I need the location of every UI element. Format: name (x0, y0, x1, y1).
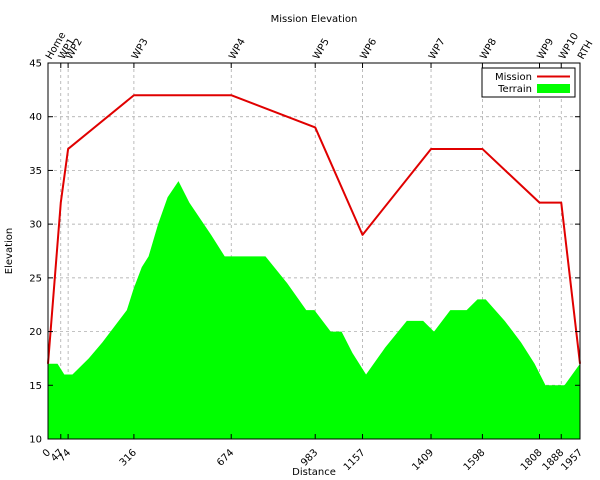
terrain-area-layer (48, 181, 580, 439)
y-tick-label: 25 (29, 273, 42, 284)
x-tick-label: 316 (118, 447, 139, 468)
x-tick-label: 1157 (342, 447, 368, 473)
y-tick-label: 30 (29, 220, 42, 231)
waypoint-label: WP8 (478, 37, 499, 62)
waypoint-label: WP7 (427, 37, 448, 62)
waypoint-label: WP4 (227, 37, 248, 62)
mission-line (47, 94, 581, 364)
legend: Mission Terrain (481, 67, 576, 98)
x-tick-label: 1957 (559, 447, 585, 473)
legend-terrain-swatch (537, 84, 570, 93)
legend-mission-label: Mission (495, 72, 532, 83)
chart-title: Mission Elevation (271, 14, 358, 25)
y-tick-label: 45 (29, 59, 42, 70)
y-tick-label: 35 (29, 166, 42, 177)
waypoint-label: RTH (576, 39, 595, 62)
x-axis-label: Distance (292, 467, 336, 478)
x-tick-label: 1808 (519, 447, 545, 473)
waypoint-label: WP5 (311, 37, 332, 62)
terrain-area (48, 181, 580, 439)
y-axis-label: Elevation (4, 228, 15, 274)
y-tick-label: 10 (29, 435, 42, 446)
y-tick-label: 20 (29, 327, 42, 338)
mission-line-layer (47, 94, 581, 364)
plot-frame (47, 62, 581, 440)
waypoint-label: WP3 (130, 37, 151, 62)
x-tick-label: 1409 (410, 447, 436, 473)
waypoint-label: WP9 (536, 37, 557, 62)
x-tick-label: 983 (299, 447, 320, 468)
legend-terrain-label: Terrain (497, 84, 532, 95)
y-tick-label: 40 (29, 112, 42, 123)
waypoint-label: WP6 (359, 37, 380, 62)
x-tick-label: 674 (215, 447, 236, 468)
x-tick-label: 1598 (462, 447, 488, 473)
y-tick-label: 15 (29, 381, 42, 392)
